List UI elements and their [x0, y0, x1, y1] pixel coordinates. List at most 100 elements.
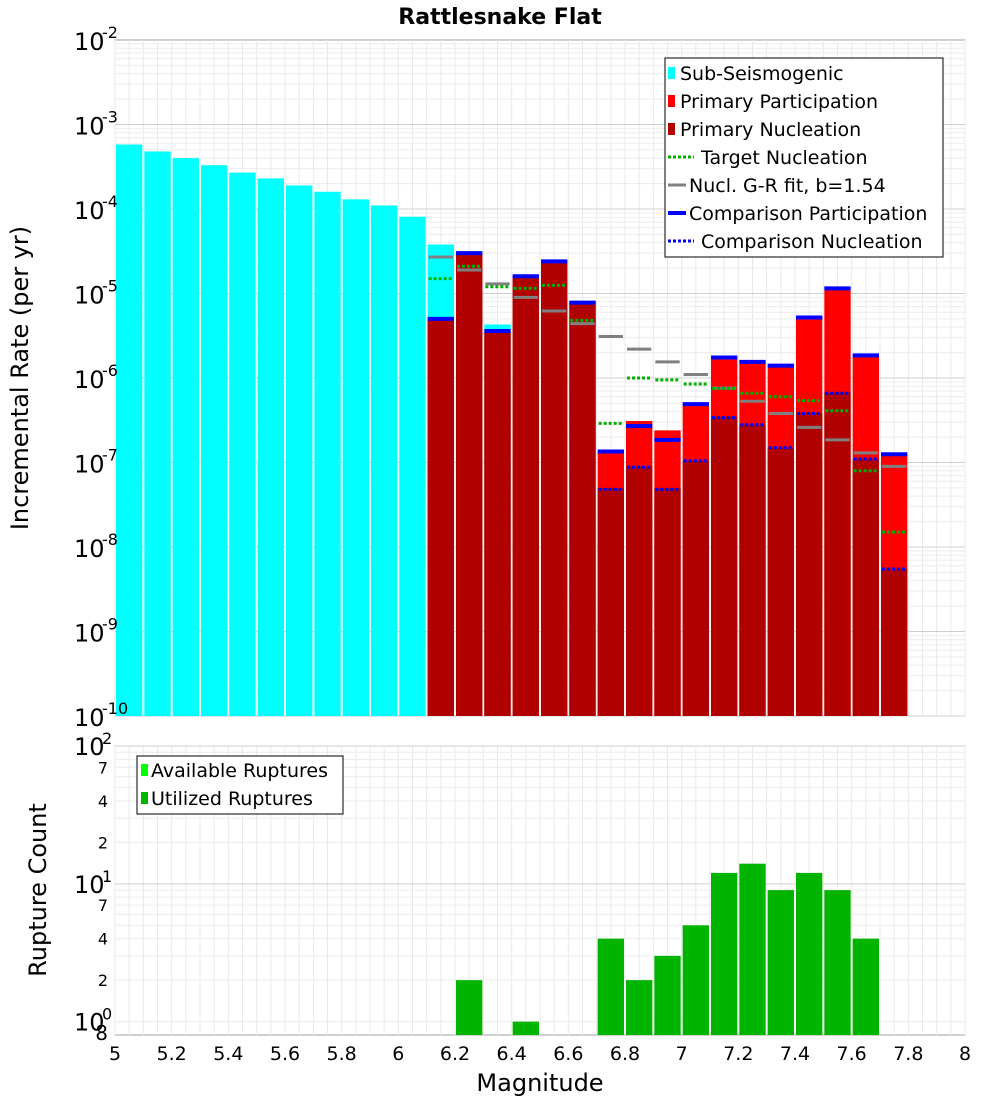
- legend-label: Available Ruptures: [151, 760, 328, 782]
- count-y-tick-base: 10: [74, 871, 105, 899]
- primary-nucleation-bar: [682, 460, 709, 716]
- rate-legend-item: Comparison Participation: [668, 203, 927, 225]
- count-y-tick-base: 10: [74, 733, 105, 761]
- legend-swatch: [668, 67, 675, 79]
- primary-nucleation-bar: [512, 276, 539, 716]
- legend-swatch: [141, 792, 148, 804]
- rate-y-tick-exp: -3: [102, 108, 118, 127]
- count-legend-item: Available Ruptures: [141, 760, 328, 782]
- utilized-ruptures-bar: [796, 872, 823, 1035]
- primary-nucleation-bar: [541, 261, 568, 716]
- utilized-ruptures-bar: [456, 980, 483, 1035]
- rate-y-tick-exp: -8: [102, 530, 118, 549]
- count-y-tick: 100: [74, 1005, 112, 1037]
- count-y-minor-tick: 4: [98, 930, 108, 949]
- legend-label: Primary Nucleation: [680, 119, 861, 141]
- primary-nucleation-bar: [484, 332, 511, 716]
- legend-swatch: [668, 123, 675, 135]
- rate-y-tick: 10-7: [74, 446, 118, 479]
- rate-y-tick: 10-10: [74, 699, 128, 732]
- legend-label: Target Nucleation: [700, 147, 868, 169]
- count-y-minor-tick: 2: [98, 833, 108, 852]
- x-tick-label: 6.4: [497, 1043, 527, 1065]
- x-tick-label: 5.2: [157, 1043, 187, 1065]
- count-y-minor-tick: 7: [98, 896, 108, 915]
- primary-nucleation-bar: [626, 466, 653, 716]
- rate-y-tick-base: 10: [74, 282, 105, 310]
- rate-legend: Sub-Seismogenic Primary Participation Prim…: [664, 57, 944, 258]
- primary-nucleation-bar: [569, 302, 596, 716]
- utilized-ruptures-bar: [626, 980, 653, 1035]
- rate-y-tick: 10-9: [74, 615, 118, 648]
- count-bars: [456, 863, 879, 1035]
- primary-nucleation-bar: [427, 318, 454, 716]
- primary-nucleation-bar: [597, 487, 624, 716]
- rate-y-tick-exp: -9: [102, 615, 118, 634]
- utilized-ruptures-bar: [711, 872, 738, 1035]
- legend-label: Comparison Participation: [689, 203, 927, 225]
- utilized-ruptures-bar: [597, 938, 624, 1035]
- rate-legend-item: Target Nucleation: [668, 147, 868, 169]
- rate-y-tick-base: 10: [74, 620, 105, 648]
- rate-y-axis-label: Incremental Rate (per yr): [6, 226, 34, 530]
- rate-y-tick-base: 10: [74, 197, 105, 225]
- rate-markers: [427, 251, 908, 571]
- rate-y-tick-exp: -6: [102, 361, 118, 380]
- rate-y-tick: 10-2: [74, 23, 118, 56]
- legend-label: Utilized Ruptures: [151, 788, 313, 810]
- legend-swatch: [668, 95, 675, 107]
- rate-legend-item: Sub-Seismogenic: [668, 63, 844, 85]
- x-axis-label: Magnitude: [476, 1069, 603, 1097]
- count-y-minor-tick: 2: [98, 971, 108, 990]
- chart-title: Rattlesnake Flat: [398, 5, 602, 30]
- rate-legend-item: Primary Nucleation: [668, 119, 861, 141]
- x-tick-label: 7.2: [723, 1043, 753, 1065]
- rate-y-tick: 10-4: [74, 192, 118, 225]
- x-tick-label: 6.2: [440, 1043, 470, 1065]
- rate-y-tick: 10-3: [74, 108, 118, 141]
- primary-nucleation-bar: [796, 412, 823, 716]
- count-y-minor-tick: 7: [98, 758, 108, 777]
- primary-nucleation-bar: [852, 459, 879, 716]
- count-y-tick: 102: [74, 729, 112, 761]
- sub-seismogenic-bar: [342, 199, 369, 717]
- utilized-ruptures-bar: [682, 925, 709, 1035]
- sub-seismogenic-bar: [229, 172, 256, 717]
- utilized-ruptures-bar: [739, 863, 766, 1035]
- rate-y-tick-labels: 10-210-310-410-510-610-710-810-910-10: [74, 23, 128, 732]
- x-tick-label: 5: [109, 1043, 121, 1065]
- sub-seismogenic-bar: [371, 205, 398, 716]
- rate-panel: 10-210-310-410-510-610-710-810-910-10 In…: [6, 23, 966, 732]
- rate-y-tick: 10-6: [74, 361, 118, 394]
- primary-nucleation-bar: [881, 568, 908, 716]
- count-y-minor-tick: 4: [98, 792, 108, 811]
- x-tick-label: 6.6: [553, 1043, 583, 1065]
- rate-y-tick-base: 10: [74, 366, 105, 394]
- rate-legend-item: Primary Participation: [668, 91, 878, 113]
- count-legend-item: Utilized Ruptures: [141, 788, 313, 810]
- x-tick-label: 7.4: [780, 1043, 810, 1065]
- legend-label: Comparison Nucleation: [701, 231, 923, 253]
- count-y-axis-label: Rupture Count: [24, 803, 52, 977]
- legend-label: Nucl. G-R fit, b=1.54: [689, 175, 886, 197]
- legend-label: Sub-Seismogenic: [680, 63, 844, 85]
- rate-y-tick-base: 10: [74, 535, 105, 563]
- count-y-tick: 101: [74, 867, 112, 899]
- x-tick-label: 7.6: [837, 1043, 867, 1065]
- x-tick-label: 7.8: [893, 1043, 923, 1065]
- sub-seismogenic-bar: [201, 165, 228, 717]
- sub-seismogenic-bar: [257, 178, 284, 717]
- sub-seismogenic-bar: [172, 158, 199, 717]
- rate-y-tick-base: 10: [74, 704, 105, 732]
- x-tick-labels: 5 5.2 5.4 5.6 5.8 6 6.2 6.4 6.6 6.8 7 7.2 7.4 7.6 7.8 8: [109, 1043, 971, 1065]
- rate-y-tick-exp: -4: [102, 192, 118, 211]
- utilized-ruptures-bar: [767, 890, 794, 1035]
- legend-swatch: [141, 764, 148, 776]
- utilized-ruptures-bar: [852, 938, 879, 1035]
- rate-y-tick-base: 10: [74, 28, 105, 56]
- count-legend-box: [136, 755, 344, 815]
- rate-legend-item: Comparison Nucleation: [668, 231, 923, 253]
